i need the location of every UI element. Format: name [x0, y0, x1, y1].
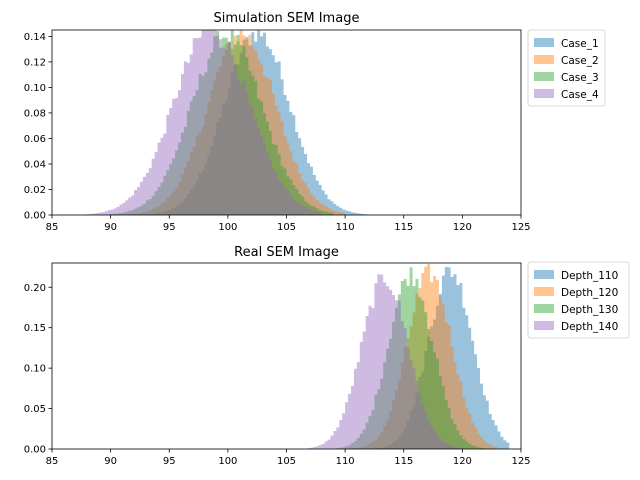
series-Case_2 [125, 30, 346, 215]
series-Depth_140 [307, 274, 463, 449]
legend: Case_1 Case_2 Case_3 Case_4 [527, 29, 606, 107]
x-tick-label: 115 [394, 222, 413, 233]
x-tick-label: 85 [46, 456, 59, 467]
legend-swatch [534, 287, 554, 296]
y-tick-label: 0.15 [24, 323, 46, 334]
x-tick-label: 120 [453, 222, 472, 233]
histogram-bars [125, 30, 346, 215]
histogram-bars [374, 266, 510, 449]
series-Depth_130 [336, 267, 486, 449]
x-tick-label: 115 [394, 456, 413, 467]
y-tick-label: 0.12 [24, 57, 46, 68]
y-tick-label: 0.05 [24, 404, 46, 415]
y-tick-label: 0.02 [24, 185, 46, 196]
legend-label: Depth_110 [561, 270, 618, 282]
y-tick-label: 0.06 [24, 134, 46, 145]
x-tick-label: 110 [336, 456, 355, 467]
y-tick-label: 0.08 [24, 108, 46, 119]
x-tick-label: 100 [218, 456, 237, 467]
legend-swatch [534, 270, 554, 279]
y-tick-label: 0.10 [24, 364, 46, 375]
x-tick-label: 90 [104, 222, 117, 233]
legend-label: Case_1 [561, 38, 599, 50]
legend-box [527, 261, 630, 339]
y-tick-label: 0.10 [24, 83, 46, 94]
legend-swatch [534, 72, 554, 81]
legend-box [527, 29, 606, 107]
legend-swatch [534, 304, 554, 313]
x-tick-label: 105 [277, 222, 296, 233]
x-tick-label: 125 [511, 456, 530, 467]
histogram-bars [145, 30, 369, 215]
legend-label: Case_3 [561, 72, 599, 84]
legend-label: Case_4 [561, 89, 599, 101]
histogram-bars [353, 263, 498, 449]
series-Depth_110 [374, 266, 510, 449]
histogram-bars [84, 30, 322, 215]
plot-area [307, 263, 510, 449]
x-tick-label: 100 [218, 222, 237, 233]
plot-area [84, 30, 369, 215]
histogram-bars [336, 267, 486, 449]
chart-title: Simulation SEM Image [214, 11, 360, 26]
chart-panel-1: Simulation SEM Image 85 90 95 100 105 110 115 12… [24, 11, 606, 233]
x-tick-label: 120 [453, 456, 472, 467]
x-tick-label: 95 [163, 456, 176, 467]
legend-swatch [534, 321, 554, 330]
legend-swatch [534, 89, 554, 98]
legend-label: Case_2 [561, 55, 599, 67]
y-tick-label: 0.14 [24, 32, 46, 43]
y-tick-label: 0.04 [24, 159, 46, 170]
x-tick-label: 90 [104, 456, 117, 467]
x-tick-label: 105 [277, 456, 296, 467]
legend-label: Depth_120 [561, 287, 618, 299]
chart-panel-2: Real SEM Image 85 90 95 100 105 110 115 120 125 0.… [24, 245, 630, 467]
y-tick-label: 0.00 [24, 445, 46, 456]
y-tick-label: 0.20 [24, 283, 46, 294]
x-tick-label: 125 [511, 222, 530, 233]
legend-swatch [534, 38, 554, 47]
legend-label: Depth_130 [561, 304, 618, 316]
x-tick-label: 85 [46, 222, 59, 233]
y-tick-label: 0.00 [24, 211, 46, 222]
series-Depth_120 [353, 263, 498, 449]
series-Case_3 [107, 30, 334, 215]
x-tick-label: 110 [336, 222, 355, 233]
series-Case_4 [84, 30, 322, 215]
legend-swatch [534, 55, 554, 64]
legend-label: Depth_140 [561, 321, 618, 333]
legend: Depth_110 Depth_120 Depth_130 Depth_140 [527, 261, 630, 339]
chart-title: Real SEM Image [234, 245, 339, 260]
series-Case_1 [145, 30, 369, 215]
histogram-bars [107, 30, 334, 215]
histogram-bars [307, 274, 463, 449]
x-tick-label: 95 [163, 222, 176, 233]
